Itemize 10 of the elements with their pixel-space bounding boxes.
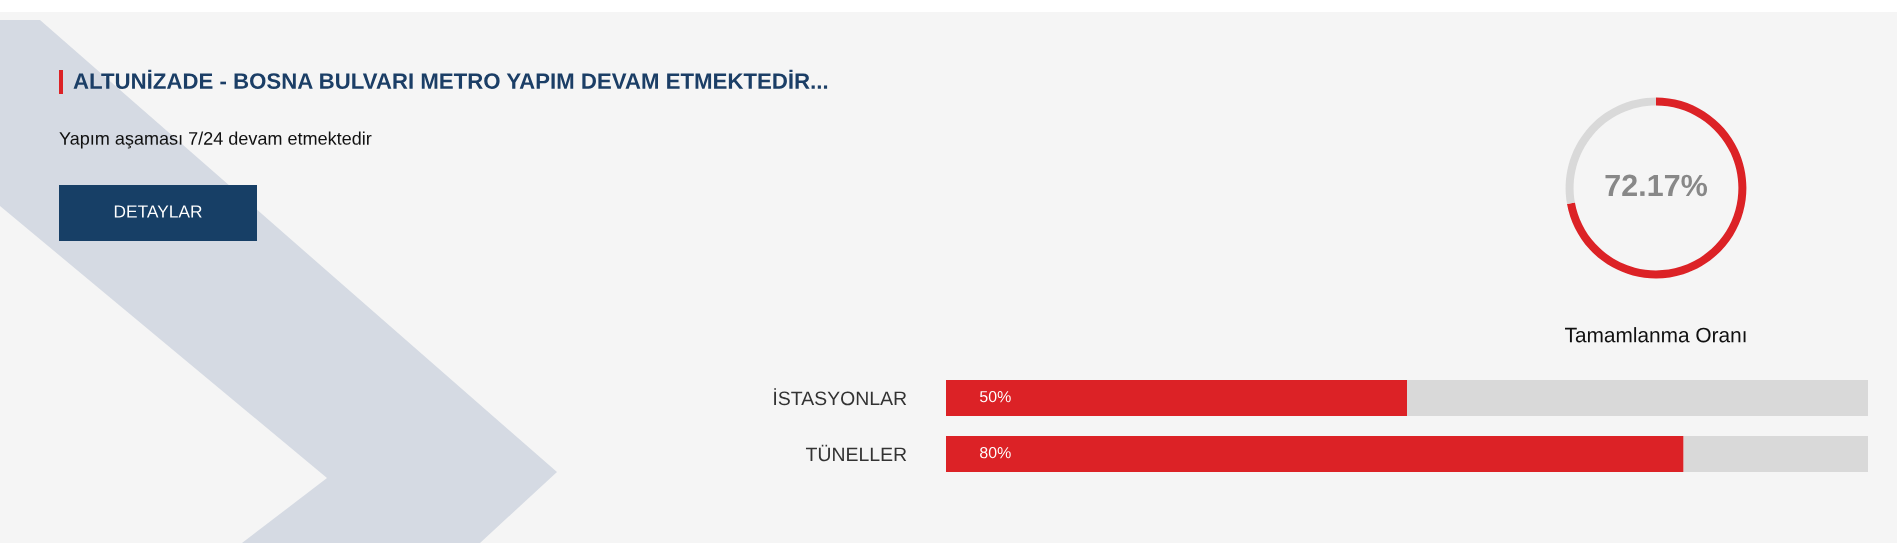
donut-slice xyxy=(1567,97,1747,279)
text: Yapım aşaması 7/24 devam etmektedir xyxy=(59,131,372,149)
data-label: 72.17% xyxy=(1605,174,1708,197)
y-tick-label: TÜNELLER xyxy=(805,444,907,462)
text: DETAYLAR xyxy=(114,205,202,218)
data-label: 80% xyxy=(980,446,1011,459)
data-label: 50% xyxy=(979,390,1011,403)
text: Tamamlanma Oranı xyxy=(1565,327,1746,343)
text: ALTUNİZADE - BOSNA BULVARI METRO YAPIM DEVAM ETMEKTEDİR... xyxy=(73,69,828,89)
y-tick-label: İSTASYONLAR xyxy=(774,388,907,406)
